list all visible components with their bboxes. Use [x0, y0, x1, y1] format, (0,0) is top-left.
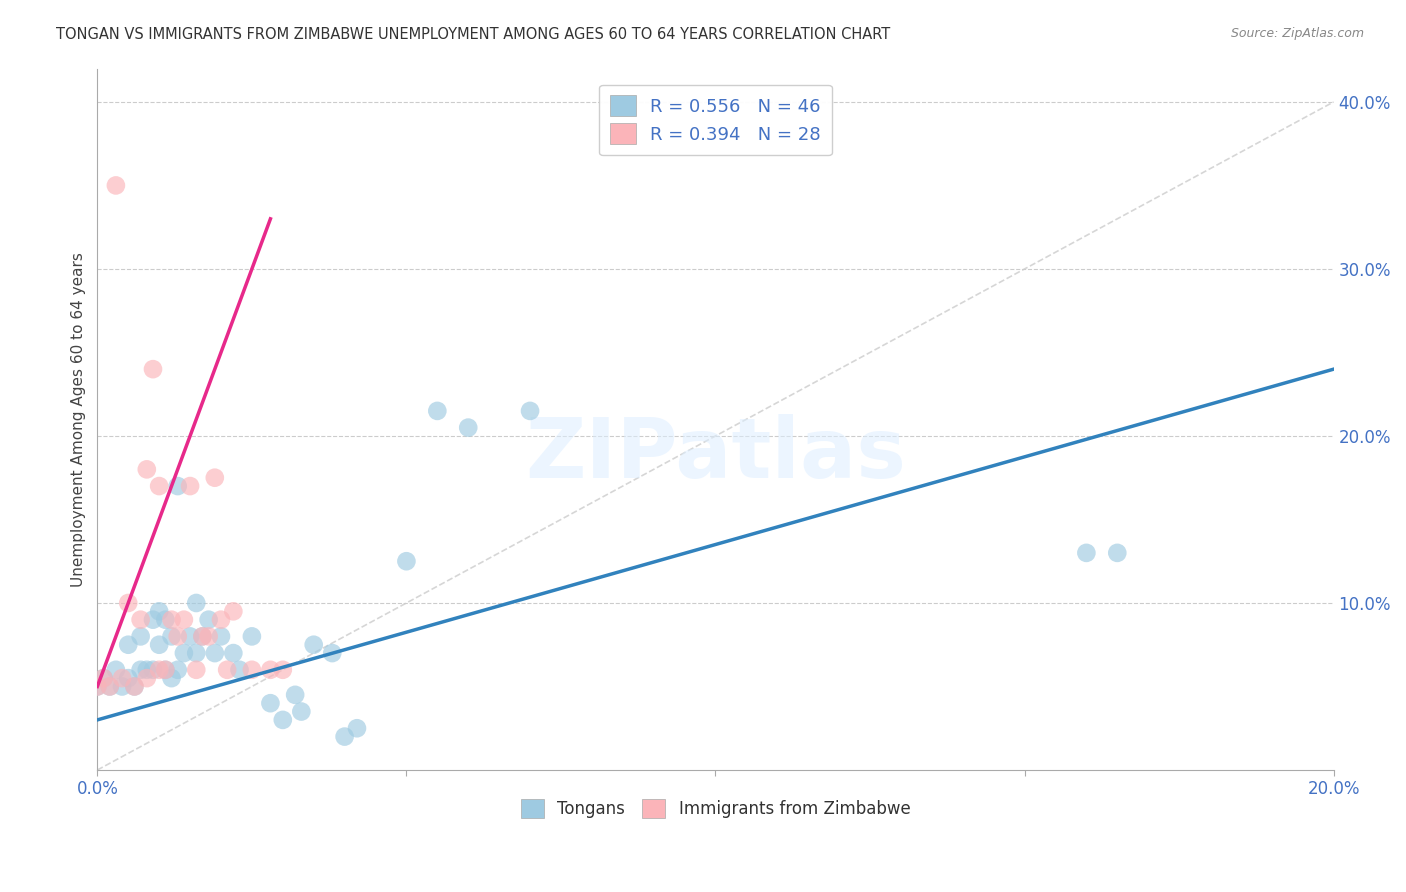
Point	[104, 663, 127, 677]
Point	[222, 604, 245, 618]
Point	[186, 663, 208, 677]
Point	[86, 680, 108, 694]
Point	[135, 671, 157, 685]
Point	[519, 404, 541, 418]
Point	[1107, 546, 1129, 560]
Point	[117, 638, 139, 652]
Point	[197, 629, 219, 643]
Point	[129, 663, 152, 677]
Point	[129, 629, 152, 643]
Point	[148, 604, 170, 618]
Text: ZIPatlas: ZIPatlas	[524, 414, 905, 495]
Point	[166, 479, 188, 493]
Point	[142, 362, 165, 376]
Point	[346, 721, 368, 735]
Point	[142, 663, 165, 677]
Point	[98, 680, 121, 694]
Point	[166, 663, 188, 677]
Point	[1076, 546, 1098, 560]
Legend: Tongans, Immigrants from Zimbabwe: Tongans, Immigrants from Zimbabwe	[515, 792, 917, 825]
Point	[129, 613, 152, 627]
Point	[321, 646, 343, 660]
Point	[86, 680, 108, 694]
Point	[142, 613, 165, 627]
Point	[186, 596, 208, 610]
Point	[148, 663, 170, 677]
Point	[284, 688, 307, 702]
Point	[209, 629, 232, 643]
Point	[148, 638, 170, 652]
Point	[117, 671, 139, 685]
Point	[160, 629, 183, 643]
Point	[259, 696, 281, 710]
Point	[228, 663, 250, 677]
Point	[204, 471, 226, 485]
Text: Source: ZipAtlas.com: Source: ZipAtlas.com	[1230, 27, 1364, 40]
Point	[160, 613, 183, 627]
Point	[155, 663, 177, 677]
Y-axis label: Unemployment Among Ages 60 to 64 years: Unemployment Among Ages 60 to 64 years	[72, 252, 86, 587]
Point	[395, 554, 418, 568]
Point	[98, 680, 121, 694]
Point	[93, 671, 115, 685]
Text: TONGAN VS IMMIGRANTS FROM ZIMBABWE UNEMPLOYMENT AMONG AGES 60 TO 64 YEARS CORREL: TONGAN VS IMMIGRANTS FROM ZIMBABWE UNEMP…	[56, 27, 890, 42]
Point	[155, 663, 177, 677]
Point	[166, 629, 188, 643]
Point	[222, 646, 245, 660]
Point	[124, 680, 146, 694]
Point	[111, 671, 134, 685]
Point	[135, 462, 157, 476]
Point	[426, 404, 449, 418]
Point	[104, 178, 127, 193]
Point	[240, 663, 263, 677]
Point	[111, 680, 134, 694]
Point	[186, 646, 208, 660]
Point	[457, 420, 479, 434]
Point	[290, 705, 312, 719]
Point	[155, 613, 177, 627]
Point	[191, 629, 214, 643]
Point	[173, 613, 195, 627]
Point	[179, 479, 201, 493]
Point	[124, 680, 146, 694]
Point	[209, 613, 232, 627]
Point	[240, 629, 263, 643]
Point	[160, 671, 183, 685]
Point	[135, 663, 157, 677]
Point	[271, 663, 294, 677]
Point	[148, 479, 170, 493]
Point	[302, 638, 325, 652]
Point	[191, 629, 214, 643]
Point	[271, 713, 294, 727]
Point	[179, 629, 201, 643]
Point	[93, 671, 115, 685]
Point	[204, 646, 226, 660]
Point	[173, 646, 195, 660]
Point	[259, 663, 281, 677]
Point	[197, 613, 219, 627]
Point	[333, 730, 356, 744]
Point	[117, 596, 139, 610]
Point	[217, 663, 239, 677]
